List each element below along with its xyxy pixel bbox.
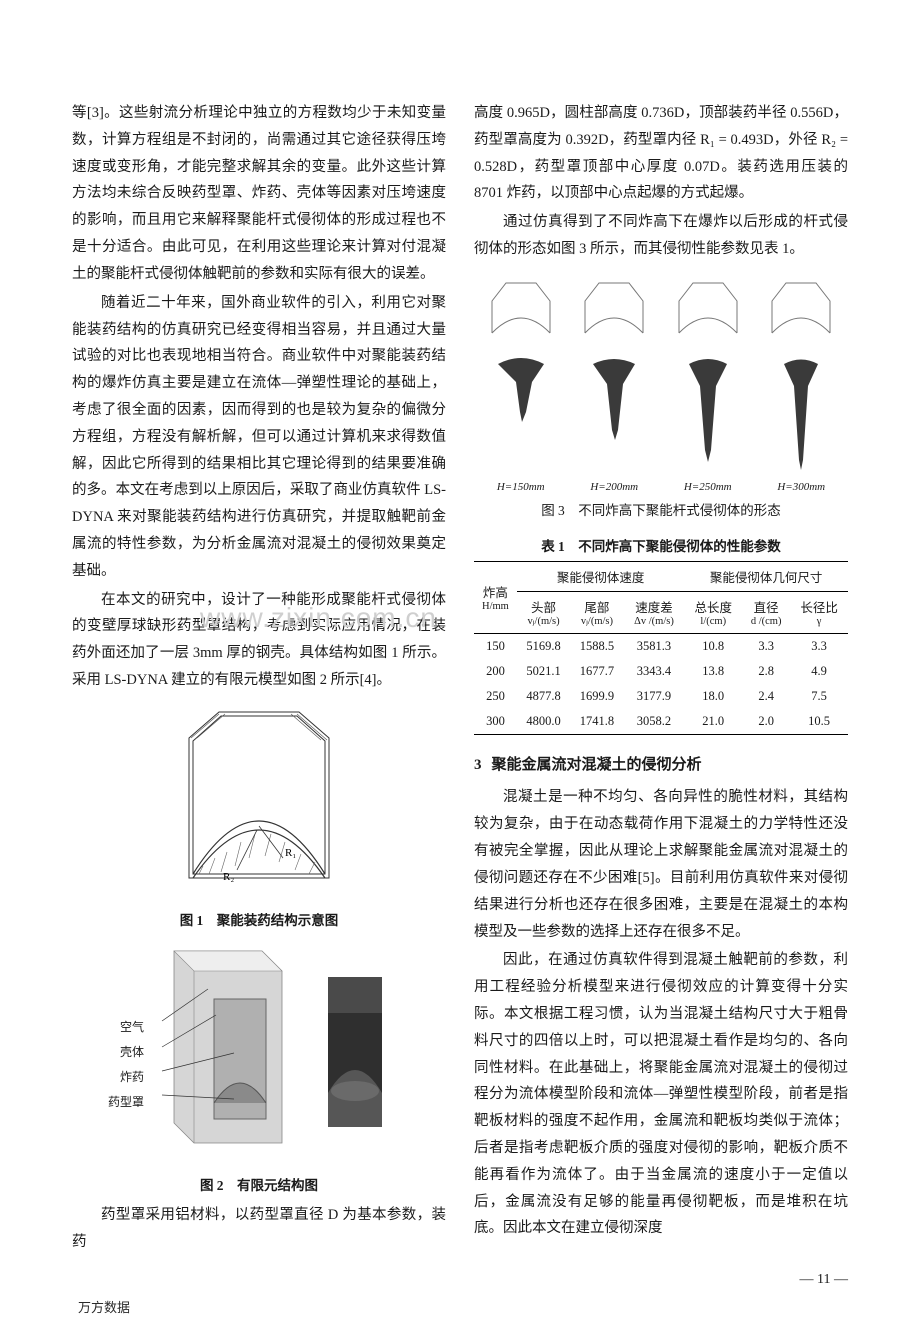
fig3-cell-300: H=300mm (755, 352, 849, 493)
col-unit-vj1: vⱼ/(m/s) (519, 616, 568, 629)
fig2-label-shell: 壳体 (108, 1040, 144, 1065)
two-column-layout: 等[3]。这些射流分析理论中独立的方程数均少于未知变量数，计算方程组是不封闭的，… (72, 100, 848, 1258)
col-head-vj2: 尾部 (572, 597, 621, 616)
figure-1: R₁ R₂ 图 1 聚能装药结构示意图 (72, 708, 446, 929)
figure-2: 空气 壳体 炸药 药型罩 (72, 943, 446, 1194)
col-unit-d: d /(cm) (744, 616, 788, 629)
left-p3: 在本文的研究中，设计了一种能形成聚能杆式侵彻体的变壁厚球缺形药型罩结构，考虑到实… (72, 587, 446, 694)
table-1-title: 表 1 不同炸高下聚能侵彻体的性能参数 (474, 535, 848, 555)
table-group2: 聚能侵彻体几何尺寸 (684, 561, 848, 591)
figure-1-diagram: R₁ R₂ (179, 708, 339, 898)
right-column: 高度 0.965D，圆柱部高度 0.736D，顶部装药半径 0.556D，药型罩… (474, 100, 848, 1258)
figure-1-caption: 图 1 聚能装药结构示意图 (72, 909, 446, 929)
col-head-gamma: 长径比 (792, 597, 846, 616)
table-group1: 聚能侵彻体速度 (517, 561, 685, 591)
fig3-label-250: H=250mm (661, 481, 755, 493)
fig3-label-150: H=150mm (474, 481, 568, 493)
left-p1: 等[3]。这些射流分析理论中独立的方程数均少于未知变量数，计算方程组是不封闭的，… (72, 100, 446, 288)
footer-source: 万方数据 (78, 1297, 130, 1316)
fig1-r1-label: R₁ (285, 847, 296, 859)
col-unit-dv: Δv /(m/s) (626, 616, 683, 629)
col-head-dv: 速度差 (626, 597, 683, 616)
figure-2-caption: 图 2 有限元结构图 (72, 1174, 446, 1194)
figure-3-outlines-row (474, 277, 848, 346)
section-3-heading: 3 聚能金属流对混凝土的侵彻分析 (474, 753, 848, 774)
section-3-number: 3 (474, 757, 482, 773)
table-1: 炸高 H/mm 聚能侵彻体速度 聚能侵彻体几何尺寸 头部vⱼ/(m/s) 尾部v… (474, 561, 848, 736)
left-column: 等[3]。这些射流分析理论中独立的方程数均少于未知变量数，计算方程组是不封闭的，… (72, 100, 446, 1258)
col-unit-vj2: vⱼ/(m/s) (572, 616, 621, 629)
left-p2: 随着近二十年来，国外商业软件的引入，利用它对聚能装药结构的仿真研究已经变得相当容… (72, 290, 446, 585)
figure-2-diagram: 空气 壳体 炸药 药型罩 (114, 943, 404, 1163)
right-p3: 混凝土是一种不均匀、各向异性的脆性材料，其结构较为复杂，由于在动态载荷作用下混凝… (474, 784, 848, 945)
fig2-label-explosive: 炸药 (108, 1065, 144, 1090)
table-row: 1505169.81588.53581.310.83.33.3 (474, 634, 848, 660)
figure-3: H=150mm H=200mm H=250mm H=300mm 图 3 不同炸高… (474, 277, 848, 519)
right-p2: 通过仿真得到了不同炸高下在爆炸以后形成的杆式侵彻体的形态如图 3 所示，而其侵彻… (474, 209, 848, 263)
figure-3-jets-row: H=150mm H=200mm H=250mm H=300mm (474, 352, 848, 493)
fig3-label-300: H=300mm (755, 481, 849, 493)
col-head-l: 总长度 (686, 597, 740, 616)
table-row: 2005021.11677.73343.413.82.84.9 (474, 659, 848, 684)
fig1-r2-label: R₂ (223, 871, 234, 883)
figure-3-caption: 图 3 不同炸高下聚能杆式侵彻体的形态 (474, 499, 848, 519)
right-p1: 高度 0.965D，圆柱部高度 0.736D，顶部装药半径 0.556D，药型罩… (474, 100, 848, 207)
table-row: 2504877.81699.93177.918.02.47.5 (474, 684, 848, 709)
fig3-cell-250: H=250mm (661, 352, 755, 493)
left-p4: 药型罩采用铝材料，以药型罩直径 D 为基本参数，装药 (72, 1202, 446, 1256)
table-rowhead-top: 炸高 (476, 582, 515, 601)
col-head-vj1: 头部 (519, 597, 568, 616)
fig3-cell-200: H=200mm (568, 352, 662, 493)
fig2-label-liner: 药型罩 (108, 1090, 144, 1115)
col-unit-gamma: γ (792, 616, 846, 629)
section-3-title: 聚能金属流对混凝土的侵彻分析 (492, 757, 702, 773)
fig2-label-air: 空气 (108, 1015, 144, 1040)
table-rowhead-bot: H/mm (476, 601, 515, 614)
right-p4: 因此，在通过仿真软件得到混凝土触靶前的参数，利用工程经验分析模型来进行侵彻效应的… (474, 947, 848, 1242)
fig3-cell-150: H=150mm (474, 352, 568, 493)
figure-2-labels: 空气 壳体 炸药 药型罩 (108, 1015, 144, 1116)
col-head-d: 直径 (744, 597, 788, 616)
table-row: 3004800.01741.83058.221.02.010.5 (474, 709, 848, 735)
page-number: — 11 — (800, 1272, 848, 1288)
col-unit-l: l/(cm) (686, 616, 740, 629)
fig3-label-200: H=200mm (568, 481, 662, 493)
